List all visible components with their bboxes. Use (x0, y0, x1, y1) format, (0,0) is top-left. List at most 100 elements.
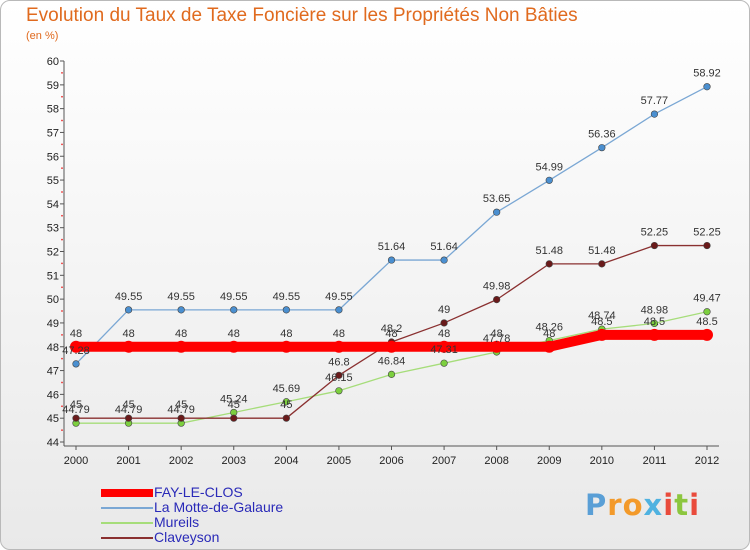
data-point (493, 208, 501, 216)
data-point (440, 319, 448, 327)
data-point (122, 340, 135, 353)
data-point (335, 371, 343, 379)
x-tick-label: 2007 (432, 455, 456, 467)
data-label: 49.55 (115, 291, 143, 303)
data-label: 45.24 (220, 393, 248, 405)
y-minor-dot (61, 262, 63, 265)
data-label: 48.26 (535, 322, 563, 334)
legend-label: FAY-LE-CLOS (154, 484, 243, 500)
data-point (230, 306, 238, 314)
y-tick-label: 48 (47, 342, 59, 354)
data-label: 46.84 (378, 355, 406, 367)
data-label: 48 (122, 328, 134, 340)
data-point (230, 414, 238, 422)
data-point (335, 387, 343, 395)
data-point (282, 398, 290, 406)
data-label: 47.78 (483, 333, 511, 345)
legend-swatch (101, 489, 153, 497)
x-tick-label: 2006 (379, 455, 403, 467)
data-point (648, 328, 661, 341)
chart-subtitle: (en %) (26, 30, 59, 42)
data-point (72, 414, 80, 422)
legend-label: Mureils (154, 514, 200, 530)
data-label: 49.55 (273, 291, 301, 303)
y-minor-dot (61, 405, 63, 408)
y-minor-dot (61, 357, 63, 360)
data-label: 54.99 (535, 161, 563, 173)
data-label: 44.79 (62, 404, 90, 416)
logo-letter: i (663, 488, 675, 522)
y-tick-label: 60 (47, 56, 59, 68)
data-point (650, 241, 659, 250)
x-tick-label: 2004 (274, 455, 298, 467)
y-tick-label: 45 (47, 413, 59, 425)
data-point (701, 328, 713, 341)
data-label: 49.47 (693, 293, 721, 305)
data-label: 48 (438, 328, 450, 340)
x-tick-label: 2010 (590, 455, 614, 467)
data-point (598, 260, 606, 268)
data-point (70, 340, 82, 353)
y-minor-dot (61, 167, 63, 170)
y-minor-dot (61, 381, 63, 384)
data-point (650, 319, 659, 328)
legend-swatch (101, 507, 153, 509)
y-minor-dot (61, 286, 63, 289)
data-label: 56.36 (588, 129, 616, 141)
data-label: 45 (228, 399, 240, 411)
data-point (650, 110, 659, 118)
logo-letter: t (674, 488, 690, 522)
data-label: 48 (333, 328, 345, 340)
y-tick-label: 44 (47, 437, 59, 449)
data-point (490, 340, 503, 353)
y-minor-dot (61, 429, 63, 431)
data-label: 48 (175, 328, 187, 340)
data-point (703, 83, 711, 91)
data-point (280, 340, 293, 353)
legend-label: La Motte-de-Galaure (154, 499, 284, 515)
data-point (282, 414, 290, 422)
data-point (335, 306, 343, 314)
x-tick-label: 2011 (643, 455, 667, 467)
y-tick-label: 51 (47, 270, 59, 282)
legend-swatch (101, 537, 153, 539)
data-label: 45 (175, 399, 187, 411)
data-label: 48 (385, 328, 397, 340)
data-point (545, 176, 553, 184)
data-point (598, 144, 606, 152)
x-tick-label: 2009 (537, 455, 561, 467)
data-label: 48 (70, 328, 82, 340)
data-point (543, 340, 556, 353)
data-point (387, 256, 396, 264)
data-label: 49 (438, 304, 450, 316)
data-label: 45 (122, 399, 134, 411)
y-tick-label: 46 (47, 389, 59, 401)
data-label: 45.69 (273, 383, 301, 395)
y-minor-dot (61, 95, 63, 98)
data-label: 51.48 (535, 245, 563, 257)
data-label: 48 (280, 328, 292, 340)
logo-letter: o (622, 488, 644, 522)
data-label: 48.74 (588, 310, 616, 322)
data-label: 52.25 (693, 227, 721, 239)
logo-letter: P (585, 488, 608, 522)
data-label: 48.5 (591, 316, 612, 328)
data-label: 49.55 (167, 291, 195, 303)
data-label: 49.55 (325, 291, 353, 303)
data-label: 51.64 (378, 241, 406, 253)
logo-letter: x (643, 488, 664, 522)
data-point (177, 414, 185, 422)
data-point (227, 340, 240, 353)
y-tick-label: 54 (47, 199, 59, 211)
data-label: 46.15 (325, 372, 353, 384)
data-label: 51.48 (588, 245, 616, 257)
data-label: 48 (228, 328, 240, 340)
data-label: 48.2 (381, 323, 402, 335)
data-label: 44.79 (167, 404, 195, 416)
data-label: 52.25 (641, 227, 669, 239)
data-point (387, 370, 396, 378)
data-point (440, 359, 448, 367)
y-tick-label: 47 (47, 366, 59, 378)
